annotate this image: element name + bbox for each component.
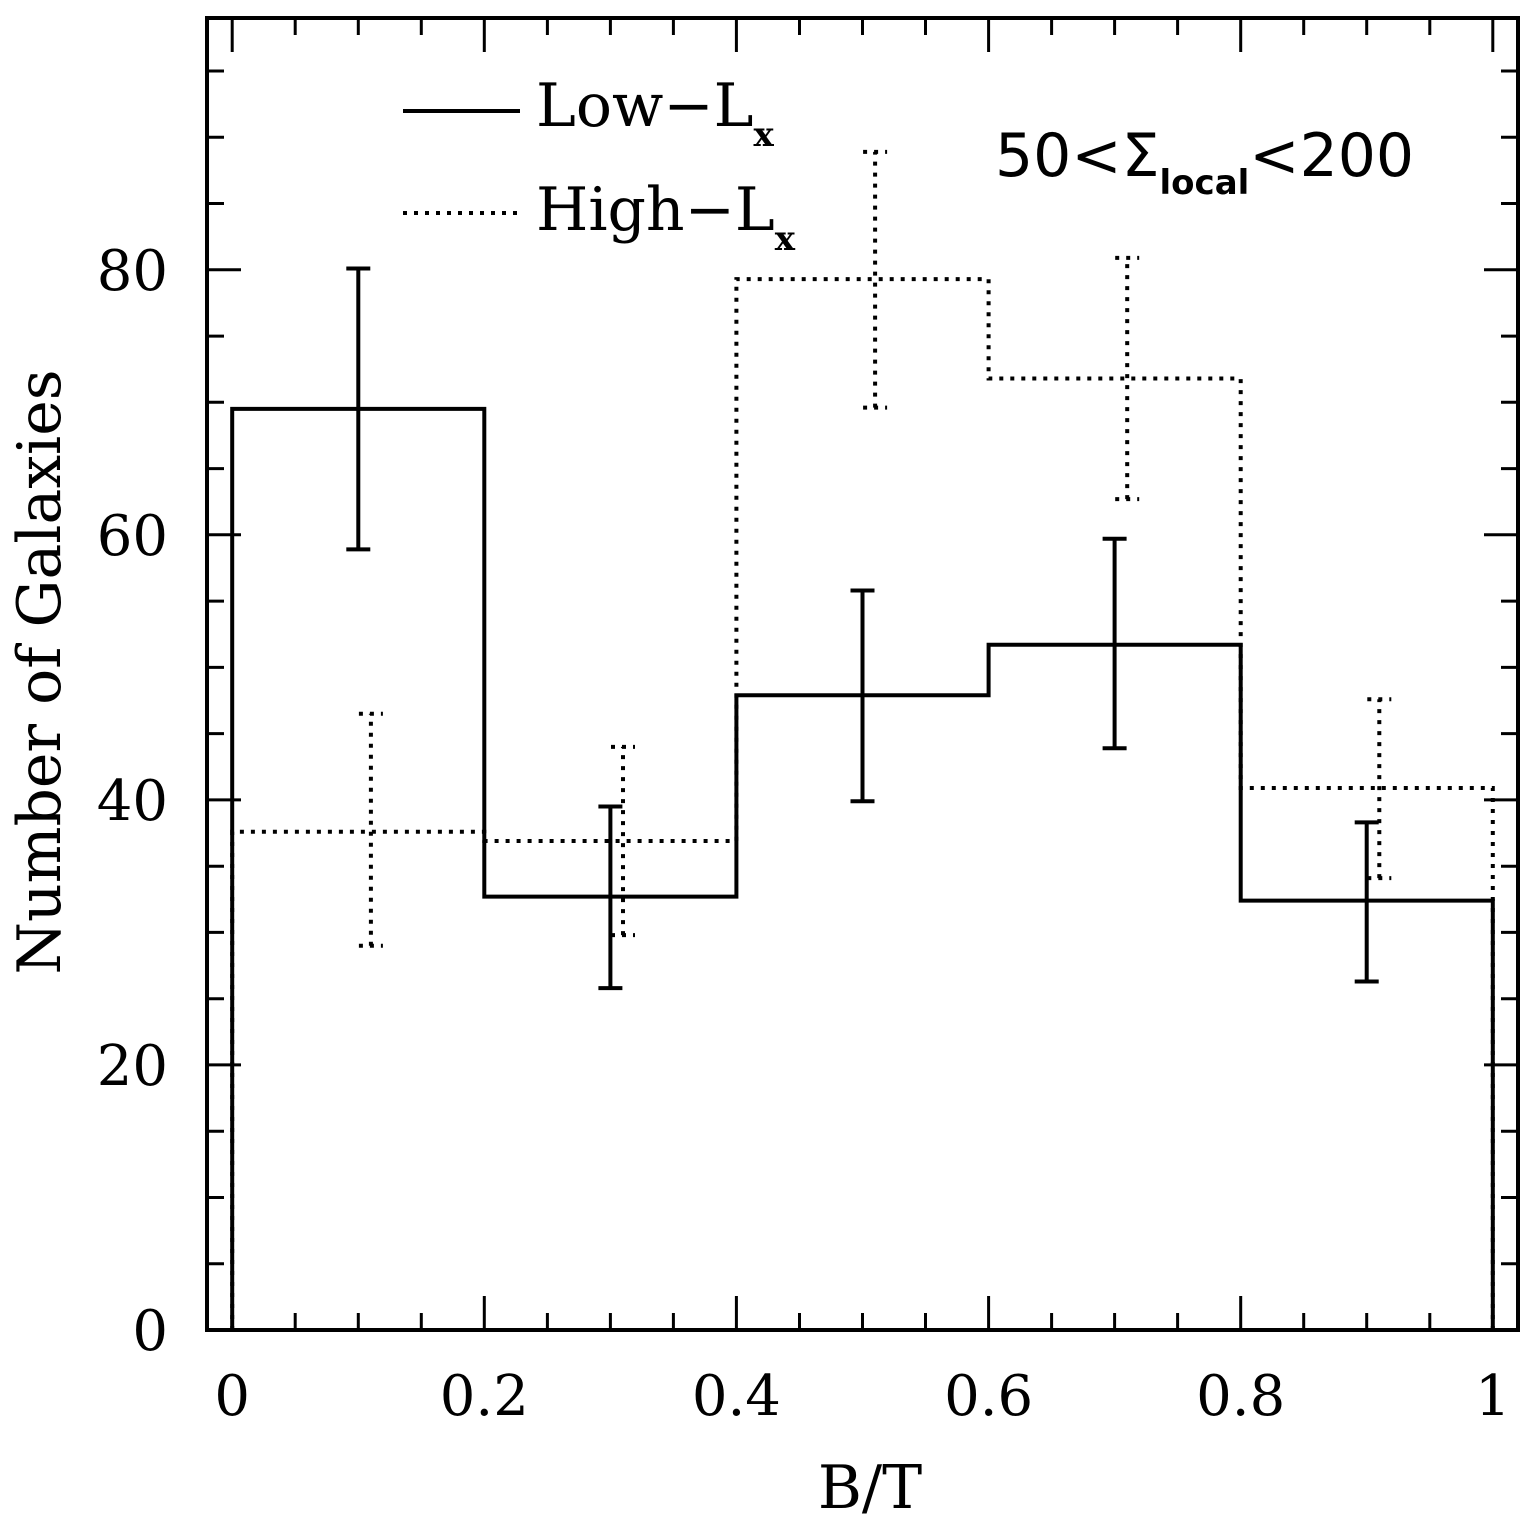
error-bar: [598, 804, 623, 991]
x-tick-label: 0: [214, 1364, 250, 1429]
y-tick-labels: 0 20 40 60 80: [97, 239, 168, 1364]
y-tick-label: 80: [97, 239, 168, 304]
error-bar: [863, 149, 888, 410]
y-tick-label: 0: [132, 1299, 168, 1364]
y-tick-label: 60: [97, 504, 168, 569]
error-bar: [1115, 255, 1140, 502]
x-tick-label: 0.2: [440, 1364, 529, 1429]
legend-label-high-lx: High−Lx: [536, 175, 796, 259]
y-tick-label: 20: [97, 1034, 168, 1099]
histogram-series-0: [230, 406, 1495, 1330]
error-bar: [611, 744, 635, 938]
error-bar: [1367, 697, 1392, 881]
axis-ticks: [207, 18, 1518, 1332]
x-tick-labels: 0 0.2 0.4 0.6 0.8 1: [214, 1364, 1510, 1429]
error-bar: [1354, 820, 1379, 984]
y-tick-label: 40: [97, 769, 168, 834]
error-bar: [1102, 536, 1127, 751]
x-tick-label: 0.6: [944, 1364, 1033, 1429]
histogram-series: [230, 277, 1495, 1330]
error-bar: [850, 588, 875, 804]
histogram-series-1: [230, 277, 1495, 1330]
plot-frame: [205, 16, 1520, 1332]
error-bars: [346, 149, 1392, 991]
legend: Low−Lx High−Lx: [403, 71, 796, 259]
x-tick-label: 0.8: [1196, 1364, 1285, 1429]
y-axis-label: Number of Galaxies: [5, 369, 75, 974]
error-bar: [358, 711, 383, 948]
error-bar: [346, 266, 371, 552]
x-tick-label: 0.4: [692, 1364, 781, 1429]
x-tick-label: 1: [1475, 1364, 1511, 1429]
density-range-annotation: 50<Σlocal<200: [995, 121, 1414, 203]
legend-label-low-lx: Low−Lx: [536, 71, 774, 155]
x-axis-label: B/T: [818, 1453, 922, 1523]
